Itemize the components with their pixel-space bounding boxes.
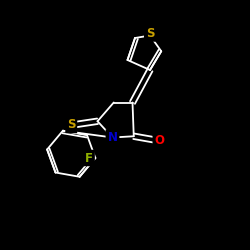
- Text: O: O: [153, 132, 166, 148]
- Text: S: S: [146, 27, 154, 40]
- Text: S: S: [66, 118, 76, 132]
- Text: O: O: [154, 134, 164, 146]
- Text: N: N: [106, 130, 119, 145]
- Text: S: S: [145, 26, 155, 41]
- Text: N: N: [108, 131, 118, 144]
- Text: F: F: [84, 150, 94, 166]
- Text: S: S: [67, 118, 76, 132]
- Text: F: F: [85, 152, 93, 164]
